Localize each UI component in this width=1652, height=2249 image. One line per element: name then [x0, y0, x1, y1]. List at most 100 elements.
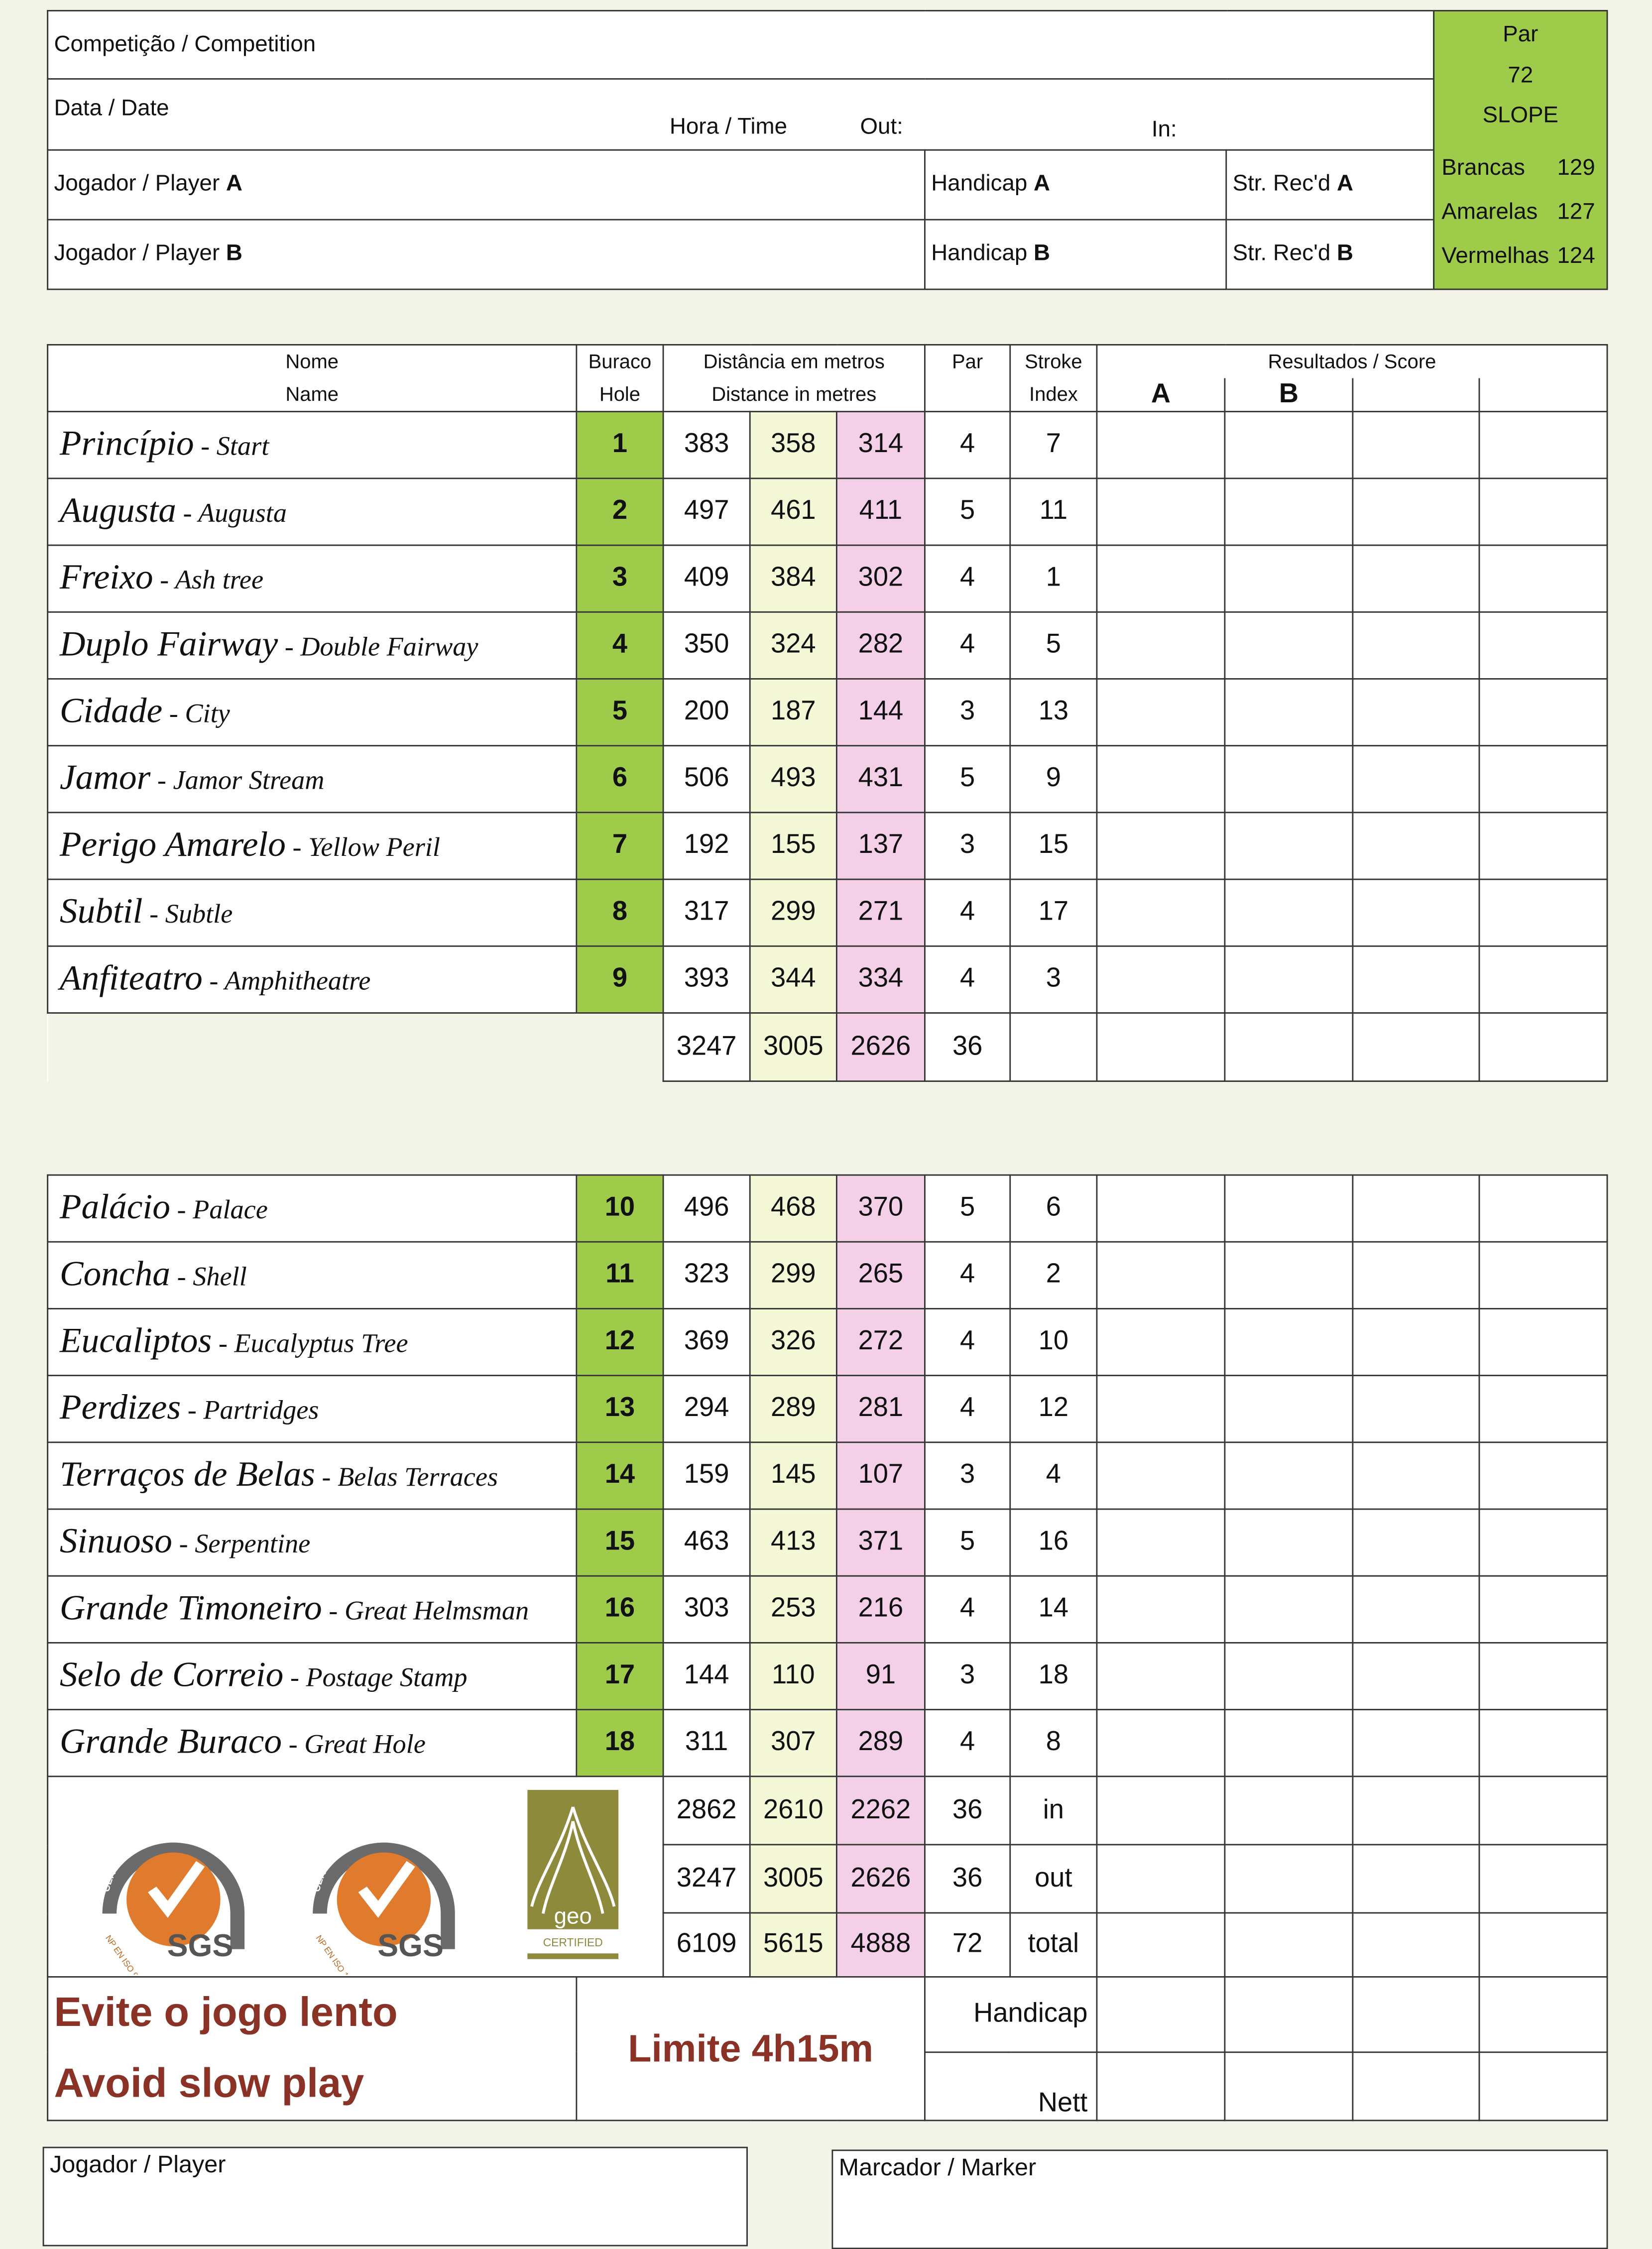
score-cell[interactable] [1478, 812, 1608, 880]
score-cell[interactable] [1224, 611, 1354, 680]
score-cell[interactable] [1224, 1912, 1354, 1978]
score-cell[interactable] [1096, 1508, 1226, 1577]
score-cell[interactable] [1096, 1642, 1226, 1711]
score-cell[interactable] [1352, 477, 1480, 546]
score-cell[interactable] [1352, 1375, 1480, 1443]
score-cell[interactable] [1096, 745, 1226, 814]
score-cell[interactable] [1096, 1375, 1226, 1443]
score-cell[interactable] [1224, 945, 1354, 1014]
competition-field[interactable]: Competição / Competition [47, 9, 1435, 80]
score-cell[interactable] [1096, 945, 1226, 1014]
strrec-a-field[interactable]: Str. Rec'd A [1225, 149, 1435, 221]
score-cell[interactable] [1478, 1441, 1608, 1510]
score-cell[interactable] [1352, 1012, 1480, 1082]
player-a-field[interactable]: Jogador / Player A [47, 149, 926, 221]
score-cell[interactable] [1352, 1776, 1480, 1846]
score-cell[interactable] [1096, 1174, 1226, 1243]
score-cell[interactable] [1096, 477, 1226, 546]
score-cell[interactable] [1352, 611, 1480, 680]
score-cell[interactable] [1478, 1976, 1608, 2052]
score-cell[interactable] [1224, 812, 1354, 880]
score-cell[interactable] [1478, 1844, 1608, 1914]
score-cell[interactable] [1096, 411, 1226, 479]
score-cell[interactable] [1096, 1012, 1226, 1082]
score-cell[interactable] [1224, 1375, 1354, 1443]
score-cell[interactable] [1096, 1307, 1226, 1377]
score-cell[interactable] [1224, 1441, 1354, 1510]
score-cell[interactable] [1478, 945, 1608, 1014]
score-cell[interactable] [1096, 1844, 1226, 1914]
score-cell[interactable] [1478, 745, 1608, 814]
handicap-a-field[interactable]: Handicap A [924, 149, 1227, 221]
score-cell[interactable] [1224, 1307, 1354, 1377]
score-cell[interactable] [1096, 812, 1226, 880]
score-cell[interactable] [1224, 878, 1354, 947]
score-cell[interactable] [1478, 477, 1608, 546]
score-cell[interactable] [1224, 745, 1354, 814]
strrec-b-field[interactable]: Str. Rec'd B [1225, 219, 1435, 290]
score-cell[interactable] [1224, 2050, 1354, 2122]
score-cell[interactable] [1224, 411, 1354, 479]
score-cell[interactable] [1224, 1709, 1354, 1777]
score-cell[interactable] [1478, 1375, 1608, 1443]
handicap-b-field[interactable]: Handicap B [924, 219, 1227, 290]
score-cell[interactable] [1478, 1912, 1608, 1978]
score-cell[interactable] [1224, 1508, 1354, 1577]
score-cell[interactable] [1352, 1642, 1480, 1711]
score-cell[interactable] [1096, 1441, 1226, 1510]
score-cell[interactable] [1224, 1976, 1354, 2052]
score-cell[interactable] [1352, 1912, 1480, 1978]
score-cell[interactable] [1352, 1174, 1480, 1243]
score-cell[interactable] [1224, 1642, 1354, 1711]
score-cell[interactable] [1478, 678, 1608, 747]
score-cell[interactable] [1352, 812, 1480, 880]
score-cell[interactable] [1096, 1776, 1226, 1846]
score-cell[interactable] [1352, 1241, 1480, 1309]
score-cell[interactable] [1096, 878, 1226, 947]
score-cell[interactable] [1352, 544, 1480, 613]
score-cell[interactable] [1478, 878, 1608, 947]
score-cell[interactable] [1478, 1508, 1608, 1577]
score-cell[interactable] [1352, 678, 1480, 747]
score-cell[interactable] [1478, 411, 1608, 479]
score-cell[interactable] [1096, 678, 1226, 747]
score-cell[interactable] [1352, 411, 1480, 479]
score-cell[interactable] [1224, 1174, 1354, 1243]
score-cell[interactable] [1096, 544, 1226, 613]
score-cell[interactable] [1096, 1241, 1226, 1309]
score-cell[interactable] [1352, 1508, 1480, 1577]
score-cell[interactable] [1096, 1912, 1226, 1978]
score-cell[interactable] [1352, 745, 1480, 814]
score-cell[interactable] [1352, 1709, 1480, 1777]
score-cell[interactable] [1224, 1844, 1354, 1914]
score-cell[interactable] [1478, 1642, 1608, 1711]
score-cell[interactable] [1096, 1709, 1226, 1777]
score-cell[interactable] [1224, 1575, 1354, 1644]
score-cell[interactable] [1096, 2050, 1226, 2122]
score-cell[interactable] [1096, 1575, 1226, 1644]
score-cell[interactable] [1478, 2050, 1608, 2122]
score-cell[interactable] [1224, 544, 1354, 613]
score-cell[interactable] [1478, 1776, 1608, 1846]
date-field[interactable]: Data / Date Hora / Time Out: In: [47, 78, 1435, 151]
score-cell[interactable] [1352, 1441, 1480, 1510]
score-cell[interactable] [1478, 1012, 1608, 1082]
score-cell[interactable] [1478, 1307, 1608, 1377]
score-cell[interactable] [1224, 1241, 1354, 1309]
score-cell[interactable] [1224, 477, 1354, 546]
score-cell[interactable] [1096, 1976, 1226, 2052]
score-cell[interactable] [1224, 1776, 1354, 1846]
score-cell[interactable] [1224, 678, 1354, 747]
marker-signature-box[interactable]: Marcador / Marker [831, 2149, 1608, 2249]
score-cell[interactable] [1478, 544, 1608, 613]
score-cell[interactable] [1478, 1575, 1608, 1644]
score-cell[interactable] [1352, 878, 1480, 947]
score-cell[interactable] [1478, 1174, 1608, 1243]
score-cell[interactable] [1224, 1012, 1354, 1082]
score-cell[interactable] [1352, 1844, 1480, 1914]
score-cell[interactable] [1096, 611, 1226, 680]
score-cell[interactable] [1352, 1307, 1480, 1377]
score-cell[interactable] [1478, 1709, 1608, 1777]
score-cell[interactable] [1478, 611, 1608, 680]
score-cell[interactable] [1352, 1575, 1480, 1644]
